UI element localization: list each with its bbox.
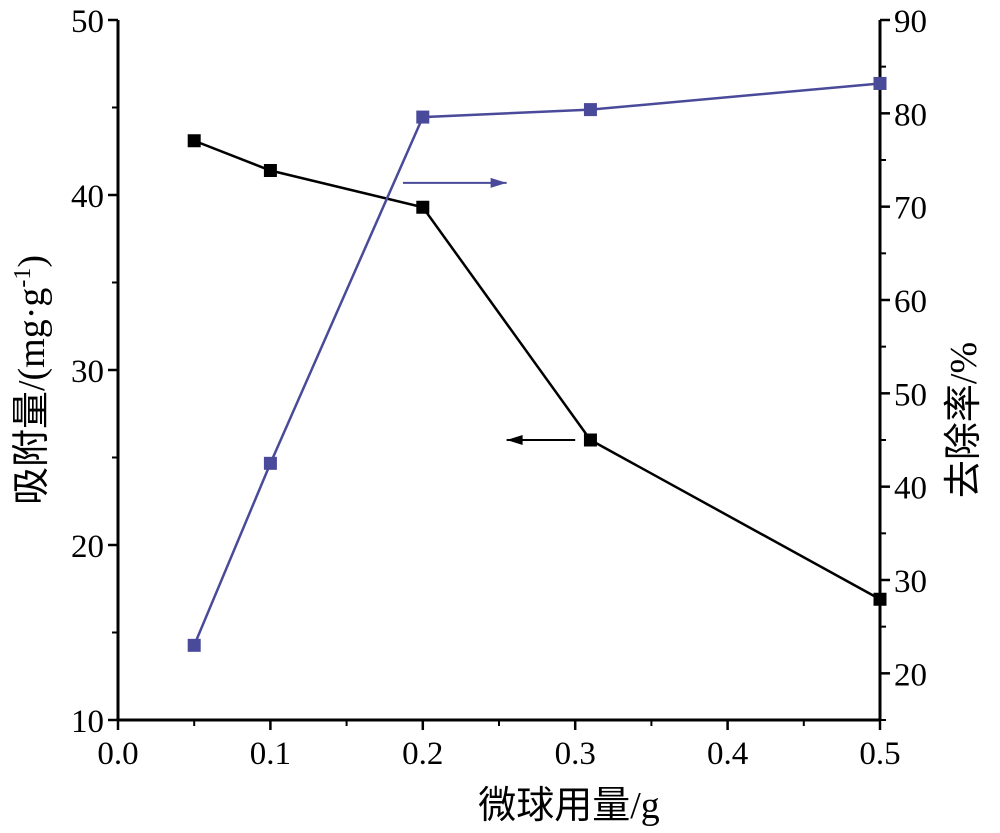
arrow-to-left-axis [506, 435, 576, 445]
adsorption-series-line [193, 139, 881, 601]
right-y-tick-label: 60 [894, 284, 927, 320]
x-tick-label: 0.4 [707, 736, 748, 772]
adsorption-point [416, 200, 430, 214]
arrow-to-right-axis [402, 177, 507, 188]
right-y-tick-label: 70 [894, 191, 927, 227]
removal-rate-point [263, 456, 277, 470]
x-tick-label: 0.1 [250, 736, 291, 772]
left-y-axis-title-superscript: -1 [10, 268, 36, 288]
x-tick-label: 0.0 [97, 736, 138, 772]
left-y-tick-label: 50 [71, 4, 104, 40]
right-y-tick-label: 40 [894, 471, 927, 507]
left-y-tick-label: 40 [71, 179, 104, 215]
left-y-tick-label: 10 [71, 704, 104, 740]
left-y-axis-title: 吸附量/(mg·g-1) [10, 255, 53, 505]
right-y-axis-title: 去除率/% [943, 342, 985, 498]
x-tick-label: 0.3 [555, 736, 596, 772]
removal-rate-point [873, 76, 887, 90]
adsorption-point [263, 164, 277, 177]
x-tick-label: 0.2 [402, 736, 443, 772]
adsorption-point [583, 433, 597, 447]
right-y-tick-label: 90 [894, 4, 927, 40]
chart-annotations [402, 177, 576, 445]
chart-axes: 0.0 0.1 0.2 0.3 0.4 0.5 10 20 30 40 50 20 30 40 50 60 70… [71, 4, 927, 772]
adsorption-point [187, 134, 201, 148]
left-y-tick-label: 20 [71, 529, 104, 565]
right-y-tick-label: 30 [894, 564, 927, 600]
right-y-tick-label: 50 [894, 377, 927, 413]
left-y-tick-label: 30 [71, 354, 104, 390]
left-y-axis-title-close: ) [11, 255, 53, 268]
chart-series [187, 76, 887, 652]
x-tick-label: 0.5 [859, 736, 900, 772]
x-axis-title: 微球用量/g [478, 785, 660, 827]
removal-rate-point [583, 103, 597, 117]
right-y-tick-label: 20 [894, 657, 927, 693]
removal-rate-point [187, 638, 201, 652]
right-y-tick-label: 80 [894, 97, 927, 133]
removal-rate-point [416, 110, 430, 124]
left-y-axis-title-main: 吸附量/(mg·g [11, 288, 53, 505]
adsorption-point [873, 592, 887, 606]
